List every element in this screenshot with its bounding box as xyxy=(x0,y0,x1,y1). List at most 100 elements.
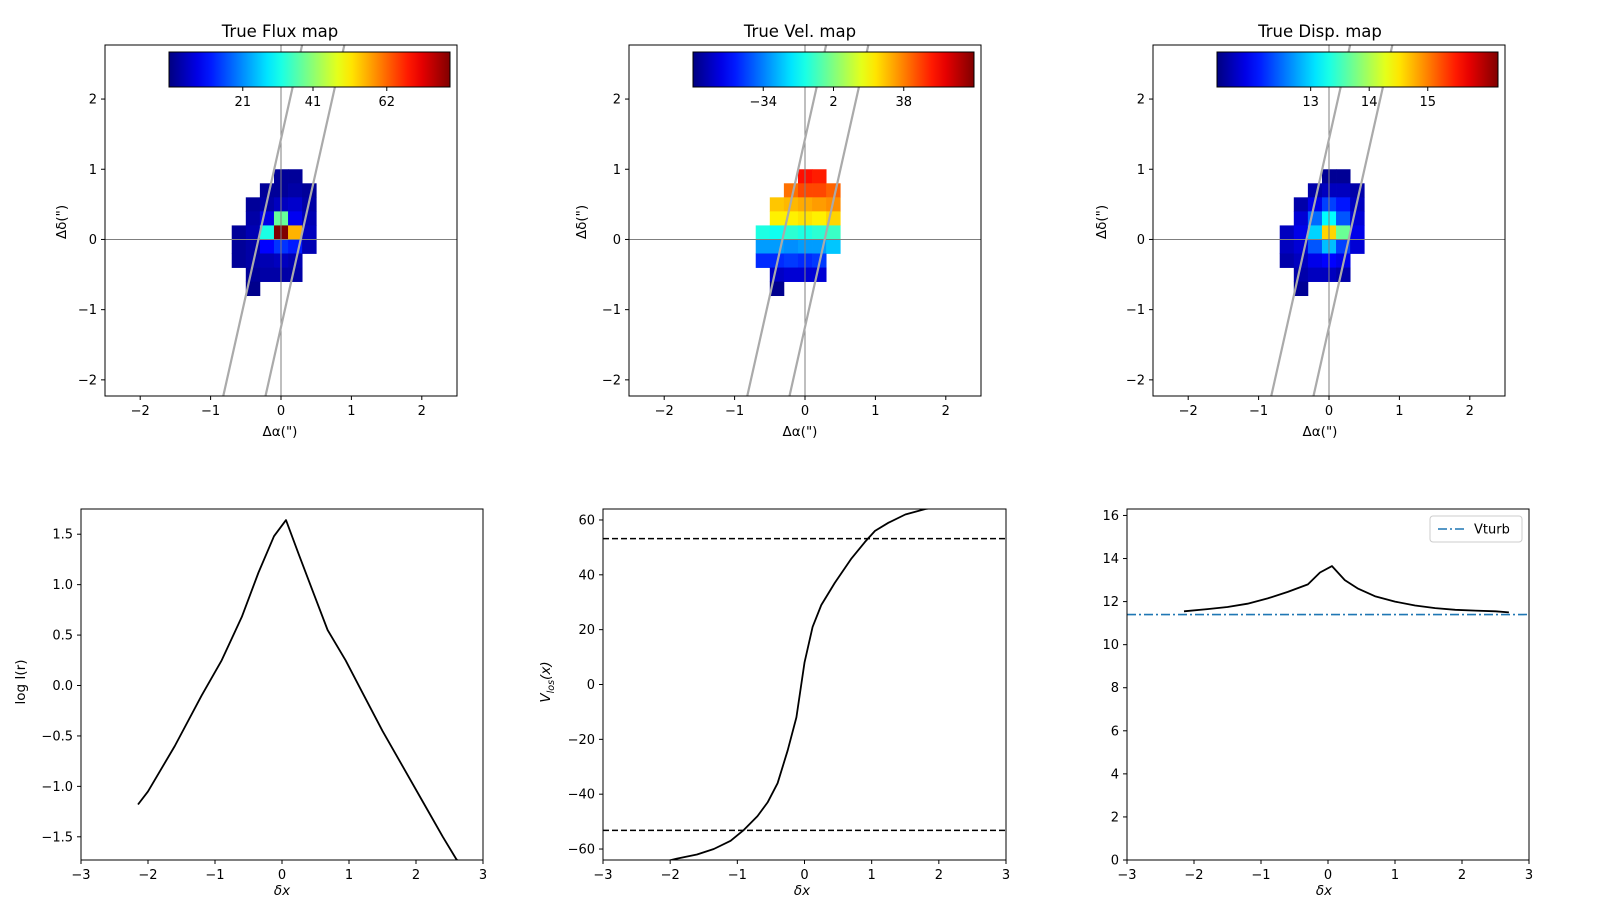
dispersion-profile-ytick-label: 14 xyxy=(1102,552,1119,567)
flux-profile-panel: δx log I(r) −3 −2 −1 0 1 2 3 −1.5 −1.0 −0.5 0.0 0.5… xyxy=(13,508,487,899)
velocity-profile-ytick-label: 40 xyxy=(578,568,595,583)
velocity-map-pixel xyxy=(783,239,799,254)
dispersion-map-slit-line-2 xyxy=(1312,45,1394,396)
dispersion-map-pixel xyxy=(1350,225,1365,240)
dispersion-profile-ytick-label: 8 xyxy=(1111,681,1119,696)
dispersion-map-ylabel: Δδ(") xyxy=(1094,205,1110,239)
dispersion-map-pixel xyxy=(1336,225,1351,240)
flux-profile-ytick-label: −1.5 xyxy=(41,830,73,845)
flux-map-pixel xyxy=(245,267,261,282)
dispersion-colorbar-tick-label: 13 xyxy=(1302,95,1319,110)
dispersion-profile-xtick-label: 3 xyxy=(1525,868,1533,883)
velocity-colorbar-tick-label: 2 xyxy=(829,95,837,110)
velocity-map-ylabel: Δδ(") xyxy=(574,205,590,239)
velocity-profile-ytick-label: −20 xyxy=(568,733,595,748)
dispersion-map-pixel xyxy=(1350,183,1365,198)
dispersion-map-pixel xyxy=(1336,197,1351,212)
flux-profile-ytick-label: 0.0 xyxy=(52,679,73,694)
dispersion-map-xtick-label: −2 xyxy=(1179,404,1198,419)
velocity-profile-panel: δx Vlos(x) −3 −2 −1 0 1 2 3 −60 −40 −20 0 20 40 60 xyxy=(538,508,1010,899)
flux-map-title: True Flux map xyxy=(221,22,339,41)
dispersion-profile-plot-area xyxy=(1127,565,1529,616)
flux-map-pixel xyxy=(231,239,247,254)
flux-map-xlabel: Δα(") xyxy=(263,424,298,440)
flux-map-pixel xyxy=(259,225,275,240)
flux-map-pixel xyxy=(259,253,275,268)
flux-profile-xtick-label: −2 xyxy=(138,868,157,883)
dispersion-map-pixel xyxy=(1293,281,1309,297)
dispersion-profile-xtick-label: −3 xyxy=(1117,868,1136,883)
velocity-map-ytick-label: −2 xyxy=(602,373,621,388)
velocity-profile-ytick-label: 20 xyxy=(578,623,595,638)
flux-profile-xtick-label: 2 xyxy=(412,868,420,883)
velocity-map-panel: True Vel. map Δα(") Δδ(") −34 2 38 −2 −1 0 1 2 −… xyxy=(574,22,982,440)
flux-map-pixel xyxy=(288,225,303,240)
flux-map-xtick-label: −1 xyxy=(201,404,220,419)
flux-map-ylabel: Δδ(") xyxy=(54,205,70,239)
velocity-map-pixel xyxy=(755,253,771,268)
flux-map-pixel xyxy=(302,183,317,198)
velocity-map-ytick-label: 0 xyxy=(613,233,621,248)
flux-map-ytick-label: −1 xyxy=(78,303,97,318)
dispersion-map-pixel xyxy=(1293,197,1309,212)
flux-profile-ytick-label: −1.0 xyxy=(41,780,73,795)
velocity-profile-ytick-label: −60 xyxy=(568,843,595,858)
flux-map-pixel xyxy=(302,239,317,254)
velocity-map-title: True Vel. map xyxy=(743,22,856,41)
flux-colorbar-tick-label: 21 xyxy=(234,95,251,110)
dispersion-colorbar-frame xyxy=(1216,51,1499,88)
dispersion-profile-xtick-label: 2 xyxy=(1458,868,1466,883)
velocity-map-pixel xyxy=(812,211,827,226)
velocity-profile-plot-area xyxy=(603,509,1006,860)
flux-profile-ytick-label: 0.5 xyxy=(52,629,73,644)
velocity-map-pixel xyxy=(812,169,827,184)
velocity-profile-ytick-label: −40 xyxy=(568,788,595,803)
velocity-map-ytick-label: 1 xyxy=(613,163,621,178)
velocity-map-slit-line-1 xyxy=(746,45,828,396)
flux-map-pixel xyxy=(245,225,261,240)
dispersion-map-pixel xyxy=(1336,267,1351,282)
flux-profile-xlabel: δx xyxy=(274,883,291,899)
velocity-profile-series-line xyxy=(667,509,933,860)
velocity-map-xtick-label: −2 xyxy=(655,404,674,419)
flux-map-xtick-label: 2 xyxy=(418,404,426,419)
dispersion-profile-frame xyxy=(1126,508,1530,861)
dispersion-map-plot-area xyxy=(1153,45,1505,396)
flux-map-ytick-label: 0 xyxy=(89,233,97,248)
flux-map-pixel xyxy=(288,183,303,198)
dispersion-map-pixel xyxy=(1293,211,1309,226)
flux-map-ytick-label: 2 xyxy=(89,93,97,108)
flux-map-pixel xyxy=(302,225,317,240)
velocity-colorbar-tick-label: 38 xyxy=(895,95,912,110)
flux-colorbar-frame xyxy=(168,51,451,88)
flux-map-xtick-label: 1 xyxy=(347,404,355,419)
dispersion-map-xtick-label: 0 xyxy=(1325,404,1333,419)
dispersion-profile-ytick-label: 0 xyxy=(1111,854,1119,869)
dispersion-map-ytick-label: −2 xyxy=(1126,373,1145,388)
velocity-profile-ylabel: Vlos(x) xyxy=(538,661,557,702)
flux-profile-ytick-label: −0.5 xyxy=(41,729,73,744)
flux-map-pixel xyxy=(288,169,303,184)
dispersion-map-ytick-label: 2 xyxy=(1137,93,1145,108)
velocity-map-pixel xyxy=(783,253,799,268)
velocity-map-pixel xyxy=(826,225,841,240)
velocity-map-slit-line-2 xyxy=(788,45,870,396)
legend-entry-label: Vturb xyxy=(1474,523,1510,538)
velocity-map-ytick-label: 2 xyxy=(613,93,621,108)
flux-map-pixel xyxy=(245,211,261,226)
velocity-map-pixel xyxy=(769,225,785,240)
velocity-map-pixel xyxy=(769,267,785,282)
velocity-map-pixel xyxy=(755,225,771,240)
dispersion-map-xtick-label: 2 xyxy=(1466,404,1474,419)
velocity-map-plot-area xyxy=(629,45,981,396)
velocity-profile-ytick-label: 60 xyxy=(578,513,595,528)
flux-map-xtick-label: −2 xyxy=(131,404,150,419)
dispersion-profile-series-line xyxy=(1183,565,1509,614)
dispersion-map-pixel xyxy=(1336,183,1351,198)
dispersion-profile-ytick-label: 6 xyxy=(1111,724,1119,739)
velocity-map-pixel xyxy=(769,281,785,297)
velocity-profile-xtick-label: −1 xyxy=(728,868,747,883)
flux-profile-xtick-label: 1 xyxy=(345,868,353,883)
